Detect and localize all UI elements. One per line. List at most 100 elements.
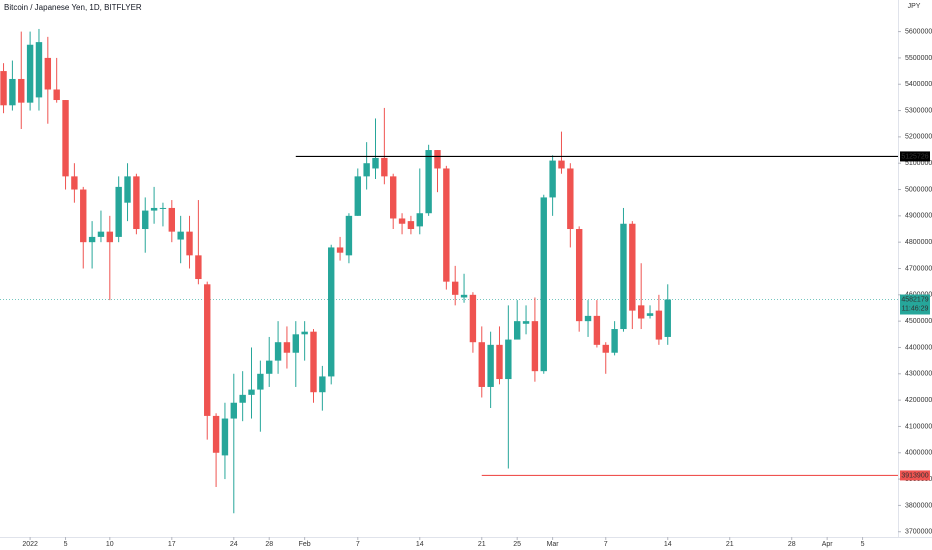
y-tick-label: 4400000 bbox=[905, 344, 932, 351]
candle-body bbox=[336, 247, 344, 253]
candle-body bbox=[584, 315, 592, 322]
candle-body bbox=[142, 210, 149, 230]
y-tick-label: 5400000 bbox=[905, 81, 932, 88]
candle-body bbox=[381, 157, 388, 177]
candle-body bbox=[80, 189, 87, 243]
candle-body bbox=[106, 231, 114, 243]
candle-body bbox=[18, 78, 25, 103]
candle-body bbox=[62, 100, 69, 177]
y-tick-label: 4500000 bbox=[905, 318, 932, 325]
candle-body bbox=[239, 394, 246, 403]
candle-body bbox=[513, 321, 521, 340]
candle-body bbox=[602, 344, 609, 353]
y-tick-label: 4300000 bbox=[905, 371, 932, 378]
x-tick-label: 7 bbox=[356, 541, 360, 548]
candle-body bbox=[620, 223, 627, 330]
chart-title: Bitcoin / Japanese Yen, 1D, BITFLYER bbox=[4, 3, 142, 12]
x-tick-label: 14 bbox=[664, 541, 672, 548]
candle-body bbox=[531, 321, 539, 372]
candle-body bbox=[469, 294, 477, 343]
level-label: 5125726 bbox=[901, 153, 928, 160]
y-tick-label: 4100000 bbox=[905, 423, 932, 430]
level-label-box bbox=[900, 151, 930, 162]
candle-body bbox=[567, 168, 574, 230]
x-tick-label: Feb bbox=[299, 541, 311, 548]
candle-body bbox=[478, 342, 485, 387]
x-tick-label: 2022 bbox=[22, 541, 38, 548]
candle-body bbox=[487, 344, 494, 387]
x-tick-label: 5 bbox=[64, 541, 68, 548]
x-tick-label: 21 bbox=[726, 541, 734, 548]
x-tick-label: 10 bbox=[106, 541, 114, 548]
x-tick-label: 7 bbox=[604, 541, 608, 548]
y-tick-label: 5100000 bbox=[905, 160, 932, 167]
candle-body bbox=[283, 342, 291, 353]
x-tick-label: 21 bbox=[478, 541, 486, 548]
candle-body bbox=[398, 218, 406, 224]
candle-body bbox=[168, 207, 176, 232]
candle-body bbox=[212, 415, 220, 453]
y-tick-label: 3800000 bbox=[905, 502, 932, 509]
candle-body bbox=[443, 168, 450, 282]
currency-label: JPY bbox=[908, 3, 921, 10]
candle-body bbox=[372, 157, 379, 169]
last-price-box bbox=[900, 294, 930, 315]
candle-body bbox=[345, 215, 353, 256]
candle-body bbox=[655, 310, 663, 340]
y-tick-label: 4000000 bbox=[905, 450, 932, 457]
candle-body bbox=[505, 339, 512, 380]
candle-body bbox=[266, 360, 273, 374]
candle-body bbox=[115, 186, 122, 237]
candle-body bbox=[248, 389, 255, 395]
candle-body bbox=[26, 44, 34, 103]
candle-body bbox=[310, 331, 317, 393]
candle-body bbox=[71, 176, 78, 190]
candle-body bbox=[186, 231, 193, 256]
x-tick-label: 28 bbox=[265, 541, 273, 548]
y-tick-label: 3700000 bbox=[905, 529, 932, 536]
candle-body bbox=[637, 305, 645, 319]
candle-body bbox=[133, 176, 140, 230]
y-tick-label: 5200000 bbox=[905, 134, 932, 141]
x-tick-label: 17 bbox=[168, 541, 176, 548]
candle-body bbox=[549, 160, 556, 198]
candle-body bbox=[124, 176, 131, 203]
candle-body bbox=[425, 150, 432, 214]
candle-body bbox=[611, 329, 618, 353]
candle-body bbox=[407, 221, 415, 230]
y-tick-label: 5300000 bbox=[905, 107, 932, 114]
candle-body bbox=[460, 294, 468, 298]
x-tick-label: Apr bbox=[822, 541, 834, 548]
candle-body bbox=[629, 223, 636, 311]
candle-body bbox=[257, 373, 264, 390]
candle-body bbox=[9, 78, 16, 106]
x-tick-label: 25 bbox=[513, 541, 521, 548]
candle-body bbox=[44, 57, 52, 90]
countdown-label: 11:46:29 bbox=[902, 305, 929, 312]
candle-body bbox=[292, 334, 299, 353]
level-label-box bbox=[900, 470, 930, 481]
candle-body bbox=[328, 247, 335, 377]
candle-body bbox=[97, 231, 105, 237]
candle-body bbox=[390, 176, 397, 219]
candle-body bbox=[496, 344, 503, 380]
candle-body bbox=[593, 315, 601, 345]
x-tick-label: 28 bbox=[788, 541, 796, 548]
candle-body bbox=[363, 163, 370, 177]
candle-body bbox=[575, 229, 583, 322]
y-tick-label: 4200000 bbox=[905, 397, 932, 404]
candle-body bbox=[434, 150, 441, 169]
candle-body bbox=[221, 418, 229, 456]
candle-body bbox=[274, 342, 282, 361]
candle-body bbox=[35, 42, 43, 98]
x-tick-label: 24 bbox=[230, 541, 238, 548]
candle-body bbox=[319, 376, 326, 393]
candle-body bbox=[150, 207, 158, 211]
y-tick-label: 5500000 bbox=[905, 55, 932, 62]
candle-body bbox=[195, 255, 202, 280]
y-tick-label: 5000000 bbox=[905, 186, 932, 193]
x-tick-label: Mar bbox=[547, 541, 560, 548]
candle-body bbox=[53, 89, 60, 101]
y-tick-label: 4800000 bbox=[905, 239, 932, 246]
